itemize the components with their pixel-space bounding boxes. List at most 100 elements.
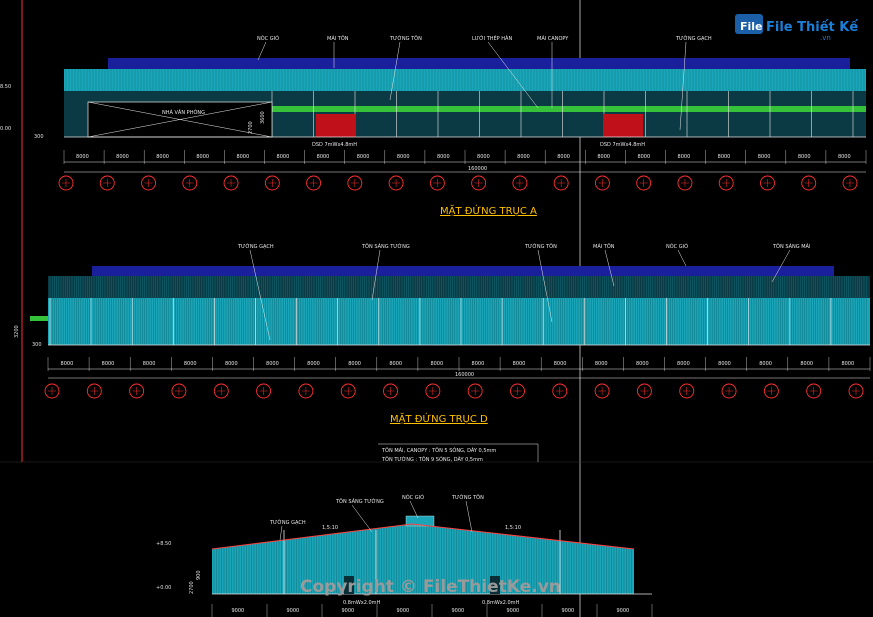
side-door-label-1: 0.8mWx2.0mH: [343, 600, 381, 606]
dimension-label: 8000: [430, 361, 443, 367]
total-dim-a: 160000: [468, 166, 487, 172]
dimension-label: 8000: [838, 154, 851, 160]
label-a-luoi-thep: LƯỚI THÉP HÀN: [472, 34, 512, 42]
dimension-label: 8000: [143, 361, 156, 367]
grid-bubble: [718, 175, 734, 191]
dimension-row-a: 8000 8000 8000 8000 8000 8000 8000 8000 8000 8000…: [63, 150, 867, 164]
site-logo: File File Thiết Kế .vn: [735, 14, 858, 42]
grid-bubble: [552, 383, 568, 399]
dimension-label: 8000: [759, 361, 772, 367]
dimension-label: 8000: [437, 154, 450, 160]
roof-band-d: [92, 266, 834, 276]
grid-bubble: [677, 175, 693, 191]
grid-bubble: [636, 175, 652, 191]
grid-bubble: [86, 383, 102, 399]
grid-bubble: [471, 175, 487, 191]
level-a-3600: 3600: [260, 111, 266, 124]
door-label-a-2: DSD 7mWx4.8mH: [600, 142, 645, 148]
dimension-label: 8000: [554, 361, 567, 367]
grid-bubbles-a: [58, 175, 858, 191]
elevation-a: NHÀ VĂN PHÒNG DSD 7mWx4.8mH DSD 7mWx4.8m…: [0, 34, 867, 217]
mesh-d: [30, 316, 48, 321]
dimension-label: 8000: [196, 154, 209, 160]
level-a-850: 8.50: [0, 84, 11, 90]
title-elevation-a: MẶT ĐỨNG TRỤC A: [440, 204, 537, 217]
side-wall: [212, 524, 634, 594]
dimension-label: 8000: [718, 154, 731, 160]
grid-bubble: [171, 383, 187, 399]
grid-bubble: [848, 383, 864, 399]
office-cross-2: [87, 101, 273, 138]
dimension-label: 9000: [452, 608, 465, 614]
level-side-900: 900: [196, 570, 202, 580]
level-side-850: +8.50: [156, 541, 171, 547]
label-d-tuong-ton: TƯỜNG TÔN: [524, 243, 557, 250]
leader-lines-a: [257, 41, 687, 131]
grid-bubble: [182, 175, 198, 191]
grid-bubble: [306, 175, 322, 191]
grid-bubble: [425, 383, 441, 399]
side-elevation: TÔN SÁNG TƯỜNG NÓC GIÓ TƯỜNG TÔN TƯỜNG G…: [156, 494, 653, 617]
note-1: TÔN MÁI, CANOPY : TÔN 5 SÓNG, DÀY 0,5mm: [381, 447, 496, 454]
level-d-300: 300: [32, 342, 42, 348]
dimension-label: 8000: [277, 154, 290, 160]
grid-bubble: [129, 383, 145, 399]
label-a-tuong-ton: TƯỜNG TÔN: [389, 35, 422, 42]
dimension-label: 8000: [678, 154, 691, 160]
dimension-label: 8000: [800, 361, 813, 367]
note-2: TÔN TƯỜNG : TÔN 9 SÓNG, DÀY 0,5mm: [381, 456, 483, 463]
dimension-label: 8000: [116, 154, 129, 160]
grid-bubble: [806, 383, 822, 399]
leader-lines-d: [249, 249, 791, 341]
ridge-vent: [405, 515, 435, 527]
copyright-watermark: Copyright © FileThietKe.vn: [300, 577, 561, 597]
door-label-a-1: DSD 7mWx4.8mH: [312, 142, 357, 148]
side-door-2: [490, 576, 500, 594]
label-d-ton-sang-mai: TÔN SÁNG MÁI: [772, 243, 810, 250]
label-a-tuong-gach: TƯỜNG GẠCH: [675, 35, 712, 42]
door-a-2: [603, 114, 643, 137]
dimension-label: 9000: [287, 608, 300, 614]
dimension-label: 8000: [236, 154, 249, 160]
grid-bubble: [340, 383, 356, 399]
logo-text: File Thiết Kế: [766, 20, 858, 35]
dimension-label: 8000: [389, 361, 402, 367]
slope-left: 1,5:10: [322, 525, 338, 531]
dimension-label: 9000: [617, 608, 630, 614]
label-side-tuong-ton: TƯỜNG TÔN: [451, 494, 484, 501]
dimension-label: 8000: [61, 361, 74, 367]
logo-domain: .vn: [820, 34, 831, 42]
side-wall-ribs: [213, 524, 632, 594]
dimension-label: 8000: [156, 154, 169, 160]
side-door-1: [344, 576, 354, 594]
dimension-label: 8000: [397, 154, 410, 160]
grid-bubble: [679, 383, 695, 399]
level-d-3200: 3200: [14, 325, 20, 338]
side-door-label-2: 0.8mWx2.0mH: [482, 600, 520, 606]
title-elevation-d: MẶT ĐỨNG TRỤC D: [390, 412, 488, 425]
grid-bubble: [298, 383, 314, 399]
level-a-000: 0.00: [0, 126, 11, 132]
label-side-ton-sang: TÔN SÁNG TƯỜNG: [335, 498, 384, 505]
wall-ribs-a: [65, 69, 865, 91]
dimension-label: 8000: [348, 361, 361, 367]
grid-bubble: [467, 383, 483, 399]
dimension-label: 9000: [507, 608, 520, 614]
elevation-d: TƯỜNG GẠCH TÔN SÁNG TƯỜNG TƯỜNG TÔN MÁI …: [14, 243, 871, 425]
grid-bubbles-d: [44, 383, 864, 399]
label-d-tuong-gach: TƯỜNG GẠCH: [237, 243, 274, 250]
label-d-mai-ton: MÁI TÔN: [593, 243, 615, 250]
grid-bubble: [264, 175, 280, 191]
dimension-label: 8000: [513, 361, 526, 367]
dimension-label: 8000: [841, 361, 854, 367]
dimension-label: 8000: [357, 154, 370, 160]
dimension-label: 8000: [758, 154, 771, 160]
grid-bubble: [594, 175, 610, 191]
dimension-label: 8000: [102, 361, 115, 367]
dimension-label: 8000: [718, 361, 731, 367]
grid-bubble: [760, 175, 775, 191]
dimension-label: 9000: [232, 608, 245, 614]
dimension-label: 8000: [307, 361, 320, 367]
grid-bubble: [58, 175, 74, 191]
